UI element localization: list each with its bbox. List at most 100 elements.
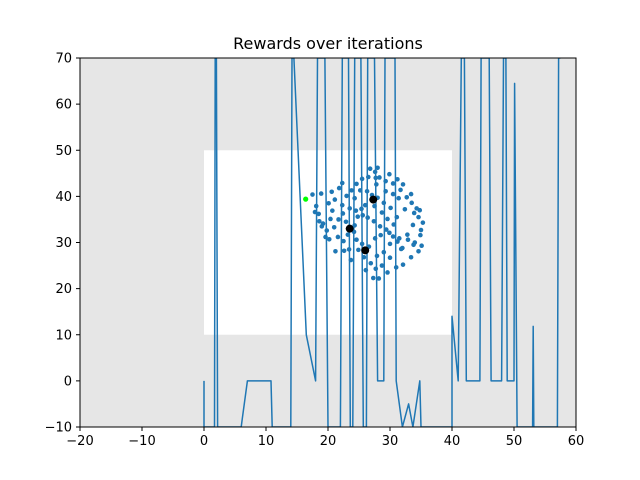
scatter-point: [372, 236, 378, 241]
scatter-point: [357, 188, 363, 193]
scatter-point: [402, 206, 408, 212]
reward-line: [203, 58, 561, 427]
scatter-point: [373, 175, 379, 181]
scatter-point: [333, 248, 338, 254]
scatter-point: [323, 234, 328, 240]
scatter-point: [318, 191, 324, 196]
scatter-point: [339, 202, 345, 208]
shaded-region: [80, 58, 204, 427]
x-tick-label: 0: [200, 434, 208, 449]
scatter-point: [352, 223, 357, 228]
scatter-point: [330, 208, 335, 213]
scatter-point: [340, 211, 346, 216]
scatter-point: [316, 211, 322, 217]
shaded-region: [204, 58, 452, 151]
scatter-point: [378, 232, 384, 238]
scatter-point: [345, 232, 351, 237]
scatter-point: [390, 181, 396, 186]
scatter-point: [313, 203, 319, 209]
scatter-point: [385, 216, 390, 222]
scatter-point: [377, 224, 383, 229]
centroid-point: [345, 224, 354, 233]
chart-title: Rewards over iterations: [233, 34, 423, 53]
scatter-point: [368, 260, 374, 266]
scatter-point: [346, 247, 352, 252]
scatter-point: [362, 202, 368, 208]
scatter-point: [310, 192, 315, 197]
scatter-point: [387, 171, 392, 177]
scatter-point: [332, 197, 338, 202]
scatter-point: [361, 254, 367, 260]
scatter-point: [336, 185, 342, 191]
scatter-point: [372, 203, 377, 209]
scatter-point: [416, 214, 421, 220]
scatter-point: [408, 191, 414, 197]
highlight-point: [303, 196, 309, 202]
scatter-point: [417, 207, 423, 213]
scatter-point: [395, 177, 400, 182]
x-tick-label: 40: [444, 434, 461, 449]
x-tick-label: 30: [382, 434, 399, 449]
scatter-point: [391, 222, 397, 227]
scatter-point: [339, 180, 345, 186]
scatter-point: [381, 200, 387, 206]
y-tick-label: 20: [55, 282, 72, 297]
scatter-point: [329, 189, 335, 195]
scatter-point: [405, 237, 411, 243]
centroid-point: [369, 195, 378, 204]
scatter-point: [404, 194, 410, 200]
scatter-point: [324, 228, 330, 233]
scatter-point: [411, 242, 416, 248]
scatter-point: [398, 246, 404, 252]
scatter-point: [374, 182, 379, 187]
scatter-point: [372, 169, 378, 175]
scatter-point: [363, 267, 369, 273]
scatter-point: [410, 222, 416, 228]
scatter-point: [335, 234, 341, 240]
y-tick-label: 30: [55, 236, 72, 251]
scatter-point: [317, 218, 322, 224]
scatter-point: [396, 195, 401, 201]
scatter-point: [375, 165, 380, 171]
y-tick-label: 60: [55, 98, 72, 113]
scatter-point: [341, 248, 347, 254]
scatter-point: [347, 206, 353, 211]
scatter-point: [374, 253, 380, 259]
scatter-point: [377, 175, 382, 180]
scatter-point: [373, 266, 379, 272]
scatter-point: [360, 212, 366, 218]
y-tick-label: 40: [55, 190, 72, 205]
scatter-point: [336, 217, 341, 222]
scatter-point: [359, 241, 365, 247]
scatter-point: [355, 214, 361, 219]
scatter-point: [367, 166, 373, 171]
scatter-point: [366, 174, 371, 180]
scatter-point: [331, 224, 337, 230]
x-tick-label: −10: [128, 434, 155, 449]
y-tick-label: 50: [55, 144, 72, 159]
scatter-point: [354, 237, 359, 243]
scatter-point: [371, 218, 377, 224]
scatter-point: [388, 205, 393, 211]
scatter-point: [383, 178, 388, 184]
scatter-point: [343, 219, 349, 225]
scatter-point: [418, 227, 424, 233]
scatter-point: [341, 238, 346, 244]
scatter-point: [385, 270, 390, 275]
scatter-point: [379, 210, 385, 215]
scatter-point: [420, 220, 426, 225]
scatter-point: [354, 181, 359, 187]
scatter-point: [400, 182, 406, 187]
x-tick-label: 60: [568, 434, 585, 449]
scatter-point: [409, 200, 415, 206]
scatter-point: [348, 257, 354, 263]
scatter-point: [356, 247, 361, 253]
y-tick-label: 0: [64, 374, 72, 389]
scatter-point: [383, 227, 389, 232]
scatter-point: [364, 189, 370, 194]
scatter-point: [393, 265, 399, 270]
scatter-point: [408, 254, 414, 260]
scatter-point: [326, 200, 331, 206]
